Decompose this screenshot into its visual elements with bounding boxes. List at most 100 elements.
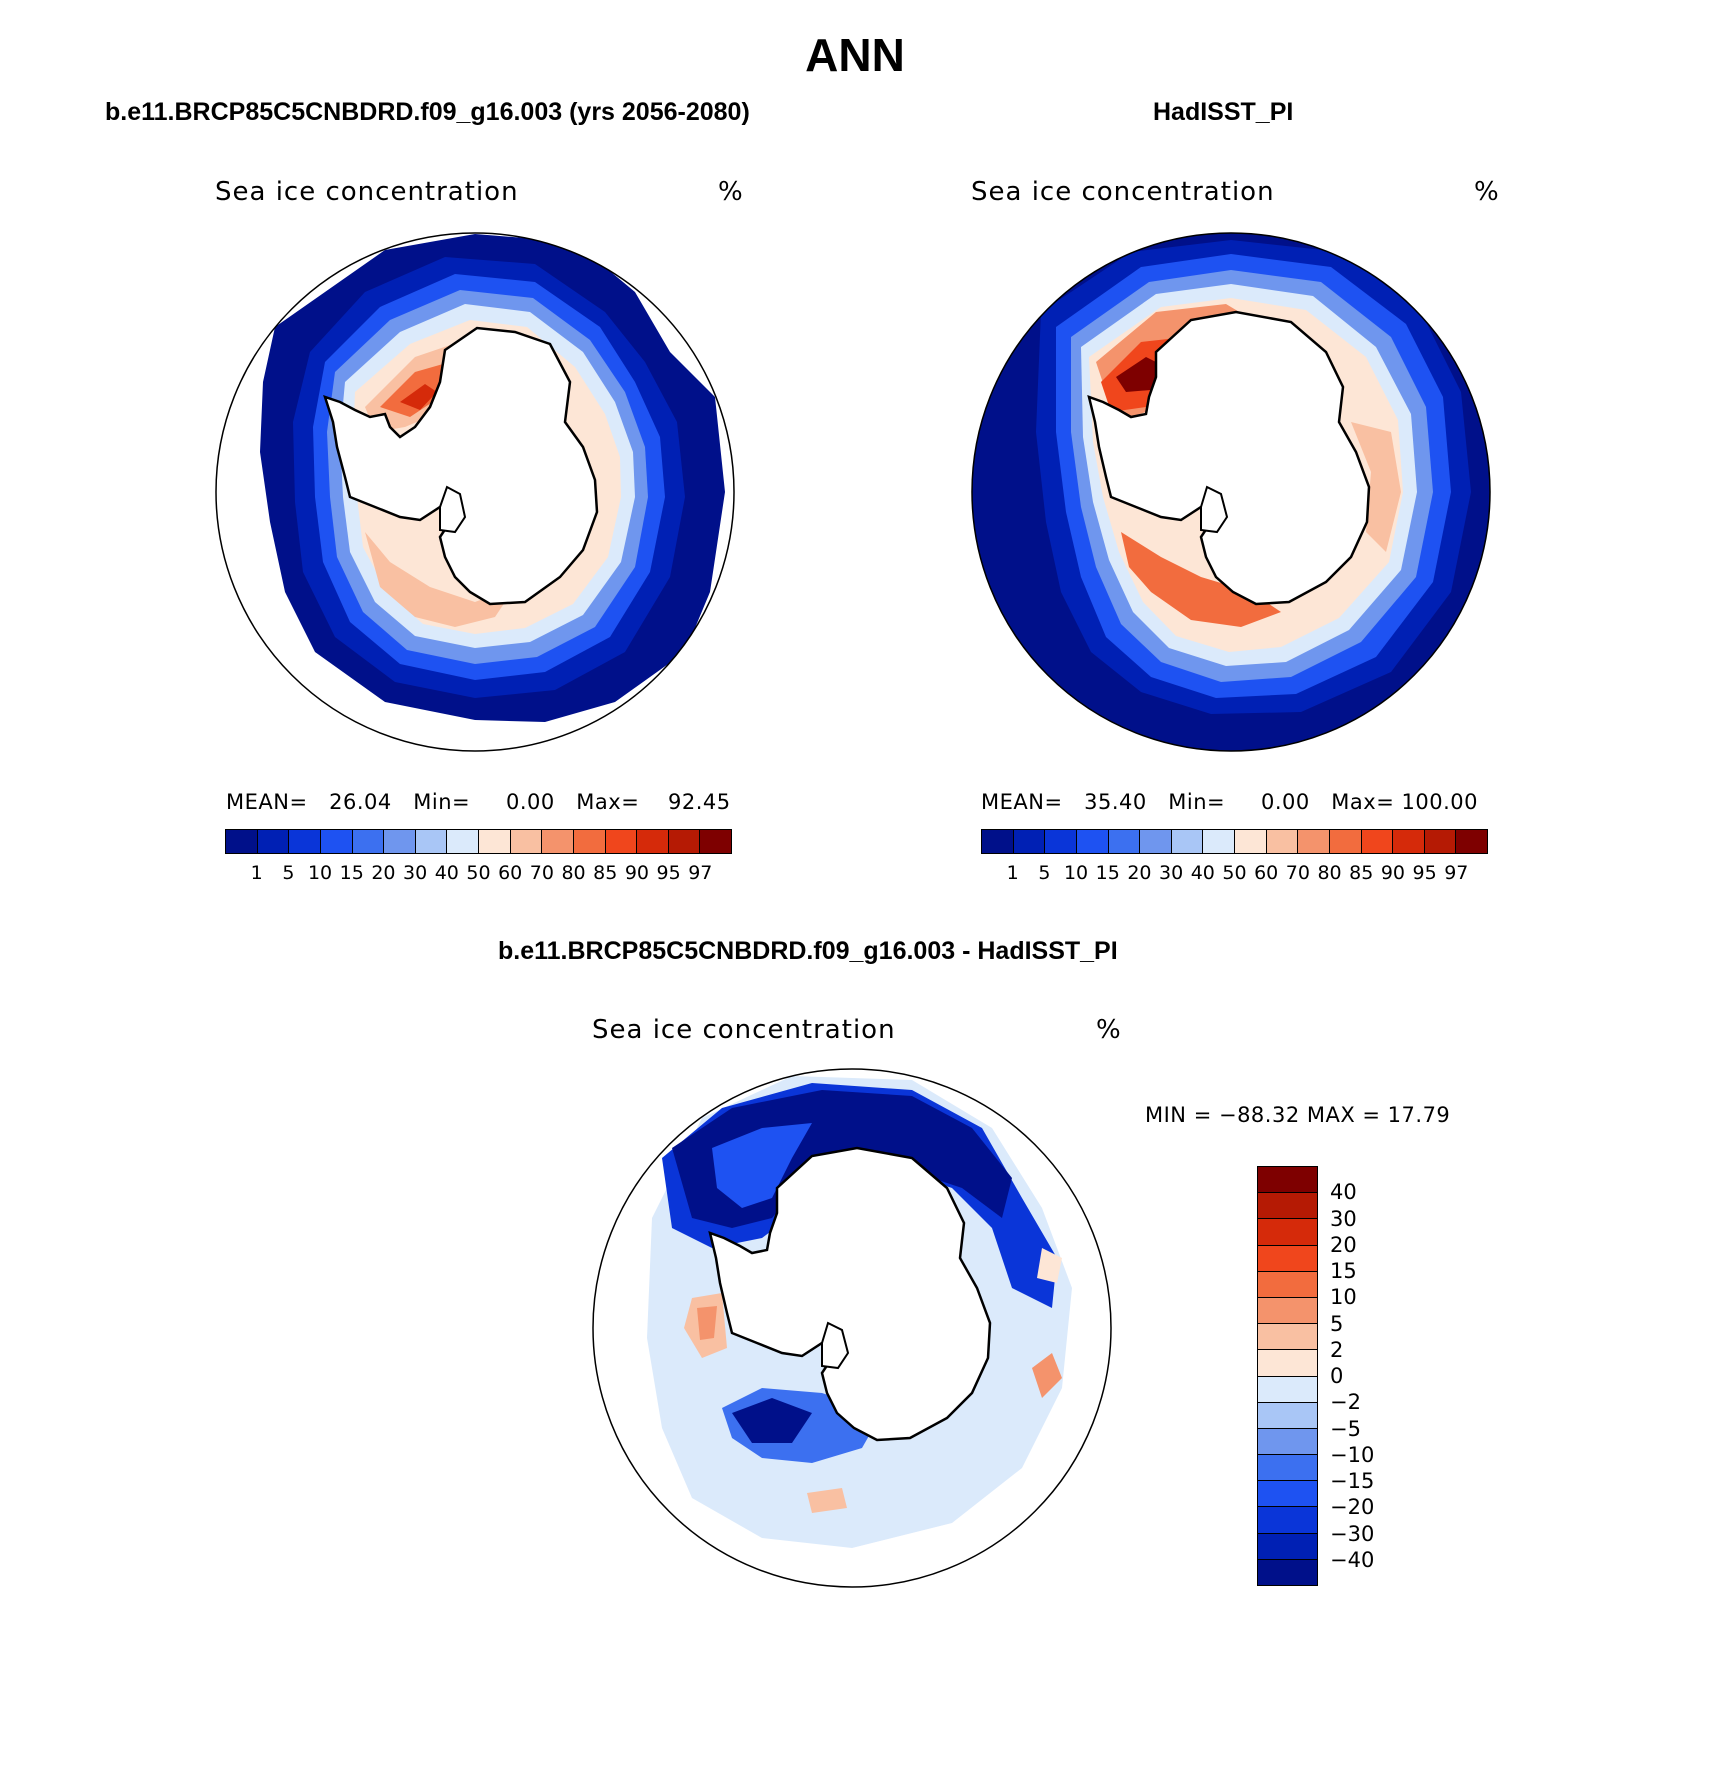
colorbar-tick-label: 20 <box>1330 1232 1357 1257</box>
colorbar-swatch <box>352 830 385 853</box>
colorbar-swatch <box>1258 1455 1317 1482</box>
colorbar-tick-label: 40 <box>1330 1180 1357 1205</box>
panel2-colorbar <box>981 829 1488 854</box>
colorbar-swatch <box>1258 1533 1317 1560</box>
panel2-polar-map <box>971 232 1491 752</box>
colorbar-tick-label: −40 <box>1330 1547 1375 1572</box>
colorbar-swatch <box>415 830 448 853</box>
colorbar-tick-label: 85 <box>593 862 618 884</box>
colorbar-swatch <box>257 830 290 853</box>
colorbar-swatch <box>1258 1245 1317 1272</box>
colorbar-tick-label: 90 <box>624 862 650 884</box>
panel1-variable-label: Sea ice concentration <box>215 177 519 207</box>
colorbar-tick-label: 97 <box>688 862 713 884</box>
colorbar-tick-label: 85 <box>1349 862 1374 884</box>
panel3-colorbar <box>1257 1166 1318 1586</box>
colorbar-swatch <box>1203 830 1235 853</box>
colorbar-swatch <box>1258 1193 1317 1220</box>
panel2-mean-label: MEAN= <box>981 790 1063 814</box>
colorbar-tick-label: 95 <box>1412 862 1437 884</box>
colorbar-swatch <box>479 830 511 853</box>
panel1-colorbar-ticks: 1 5 10 15 20 30 40 50 60 70 80 85 90 95 97 <box>225 862 732 886</box>
colorbar-tick-label: 1 <box>1006 862 1019 884</box>
colorbar-tick-label: 1 <box>250 862 263 884</box>
colorbar-swatch <box>289 830 321 853</box>
colorbar-tick-label: 60 <box>1254 862 1279 884</box>
colorbar-swatch <box>1045 830 1077 853</box>
colorbar-tick-label: 70 <box>529 862 554 884</box>
colorbar-tick-label: 60 <box>498 862 523 884</box>
colorbar-tick-label: 30 <box>1159 862 1184 884</box>
colorbar-swatch <box>1258 1402 1317 1429</box>
colorbar-tick-label: −15 <box>1330 1469 1375 1493</box>
colorbar-swatch <box>226 830 258 853</box>
colorbar-swatch <box>447 830 479 853</box>
panel2-unit-label: % <box>1474 177 1499 207</box>
panel1-title: b.e11.BRCP85C5CNBDRD.f09_g16.003 (yrs 20… <box>105 98 750 126</box>
antarctica <box>1087 310 1371 606</box>
panel2-max-value: 100.00 <box>1401 790 1478 814</box>
panel1-max-label: Max= <box>576 790 640 814</box>
colorbar-tick-label: 10 <box>1063 862 1089 884</box>
colorbar-swatch <box>1329 830 1362 853</box>
colorbar-tick-label: −5 <box>1330 1416 1361 1441</box>
colorbar-tick-label: −30 <box>1330 1521 1375 1546</box>
colorbar-swatch <box>1140 830 1172 853</box>
colorbar-tick-label: 40 <box>1190 862 1215 884</box>
colorbar-swatch <box>1298 830 1330 853</box>
colorbar-tick-label: −2 <box>1330 1390 1361 1415</box>
colorbar-swatch <box>1456 830 1487 853</box>
panel3-polar-map <box>592 1068 1112 1588</box>
panel3-unit-label: % <box>1096 1015 1121 1045</box>
colorbar-tick-label: 95 <box>656 862 681 884</box>
panel1-polar-map <box>215 232 735 752</box>
antarctica <box>708 1146 992 1442</box>
colorbar-tick-label: 50 <box>466 862 491 884</box>
colorbar-swatch <box>1258 1167 1317 1194</box>
colorbar-tick-label: 15 <box>1330 1259 1357 1283</box>
panel1-mean-label: MEAN= <box>226 790 308 814</box>
colorbar-tick-label: 2 <box>1330 1337 1344 1362</box>
colorbar-swatch <box>1258 1428 1317 1456</box>
colorbar-swatch <box>1013 830 1046 853</box>
colorbar-swatch <box>1424 830 1457 853</box>
colorbar-swatch <box>1235 830 1267 853</box>
colorbar-swatch <box>1171 830 1204 853</box>
colorbar-tick-label: 90 <box>1380 862 1406 884</box>
panel1-colorbar <box>225 829 732 854</box>
colorbar-swatch <box>1361 830 1394 853</box>
colorbar-swatch <box>542 830 574 853</box>
colorbar-swatch <box>1258 1376 1317 1403</box>
colorbar-tick-label: 10 <box>1330 1285 1357 1310</box>
colorbar-tick-label: −20 <box>1330 1495 1375 1520</box>
colorbar-tick-label: −10 <box>1330 1442 1375 1467</box>
panel2-variable-label: Sea ice concentration <box>971 177 1275 207</box>
colorbar-swatch <box>637 830 669 853</box>
colorbar-swatch <box>1108 830 1141 853</box>
panel1-stats: MEAN= 26.04 Min= 0.00 Max= 92.45 <box>226 790 731 814</box>
colorbar-swatch <box>668 830 701 853</box>
colorbar-swatch <box>1076 830 1109 853</box>
panel1-mean-value: 26.04 <box>329 790 392 814</box>
colorbar-swatch <box>700 830 731 853</box>
panel2-min-value: 0.00 <box>1261 790 1310 814</box>
colorbar-tick-label: 15 <box>339 862 364 884</box>
panel1-min-value: 0.00 <box>506 790 555 814</box>
colorbar-tick-label: 0 <box>1330 1364 1344 1388</box>
colorbar-swatch <box>1266 830 1299 853</box>
panel3-variable-label: Sea ice concentration <box>592 1015 896 1045</box>
panel1-min-label: Min= <box>413 790 471 814</box>
colorbar-tick-label: 30 <box>403 862 428 884</box>
colorbar-swatch <box>1393 830 1425 853</box>
colorbar-tick-label: 5 <box>1330 1311 1344 1336</box>
colorbar-swatch <box>1258 1324 1317 1351</box>
panel2-mean-value: 35.40 <box>1084 790 1147 814</box>
colorbar-swatch <box>1258 1481 1317 1508</box>
colorbar-tick-label: 97 <box>1444 862 1469 884</box>
colorbar-swatch <box>605 830 638 853</box>
colorbar-tick-label: 80 <box>561 862 586 884</box>
colorbar-tick-label: 15 <box>1095 862 1120 884</box>
colorbar-tick-label: 30 <box>1330 1206 1357 1231</box>
panel3-title: b.e11.BRCP85C5CNBDRD.f09_g16.003 - HadIS… <box>498 937 1118 965</box>
colorbar-tick-label: 10 <box>307 862 333 884</box>
